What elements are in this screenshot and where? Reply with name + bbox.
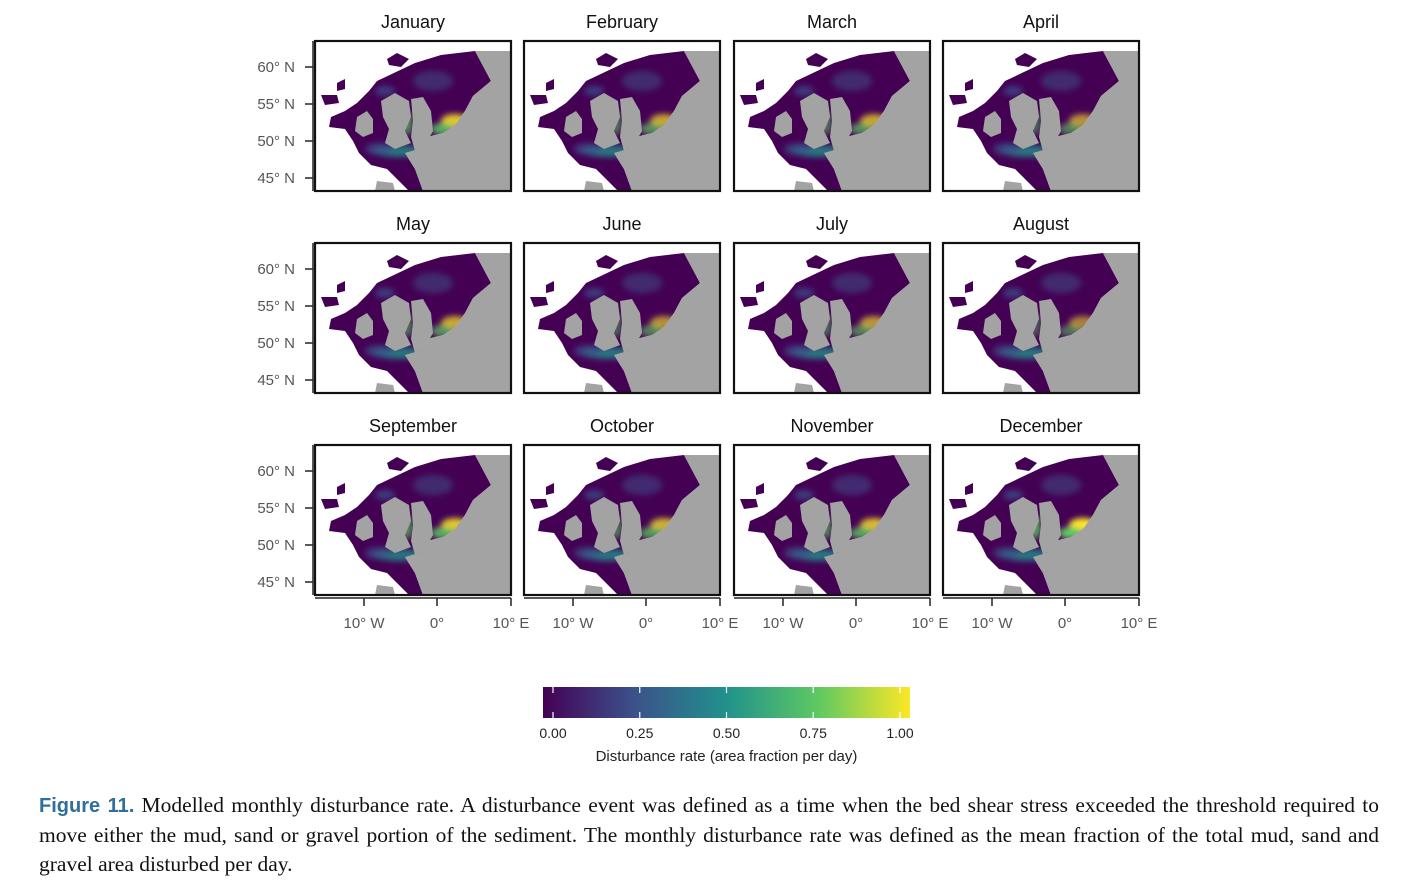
map-panel-july: July — [732, 214, 932, 395]
panel-title: August — [1013, 214, 1069, 234]
map-panel-august: August — [941, 214, 1141, 395]
panel-frame — [941, 241, 1141, 395]
lat-tick-label: 60° N — [257, 261, 295, 278]
lon-tick-label: 10° W — [343, 615, 385, 632]
lon-tick-label: 0° — [430, 615, 444, 632]
colorbar: 0.00 0.25 0.50 0.75 1.00 Disturbance rate (a… — [539, 687, 914, 765]
caption-text: Modelled monthly disturbance rate. A dis… — [39, 793, 1380, 876]
lon-tick-label: 0° — [849, 615, 863, 632]
map-panel-september: September — [313, 416, 513, 597]
colorbar-ticks: 0.00 0.25 0.50 0.75 1.00 — [539, 687, 914, 741]
colorbar-tick-label: 0.50 — [713, 725, 740, 741]
colorbar-tick-label: 0.25 — [626, 725, 653, 741]
panel-frame — [313, 241, 513, 395]
lat-tick-label: 60° N — [257, 59, 295, 76]
lat-tick-label: 50° N — [257, 537, 295, 554]
panel-frame — [522, 443, 722, 597]
lon-tick-label: 10° E — [702, 615, 739, 632]
panel-title: April — [1023, 12, 1059, 32]
lat-tick-label: 45° N — [257, 372, 295, 389]
figure-label: Figure 11. — [39, 795, 135, 817]
panel-frame — [313, 39, 513, 193]
lat-tick-label: 55° N — [257, 500, 295, 517]
panel-title: December — [999, 416, 1082, 436]
map-panel-june: June — [522, 214, 722, 395]
panel-frame — [941, 39, 1141, 193]
lat-tick-label: 45° N — [257, 574, 295, 591]
colorbar-tick-label: 0.75 — [800, 725, 827, 741]
lat-tick-label: 60° N — [257, 463, 295, 480]
panel-title: November — [790, 416, 873, 436]
panel-title: September — [369, 416, 457, 436]
lon-tick-label: 10° W — [552, 615, 594, 632]
panel-frame — [941, 443, 1141, 597]
panel-title: October — [590, 416, 654, 436]
lat-tick-label: 50° N — [257, 133, 295, 150]
lon-tick-label: 0° — [1058, 615, 1072, 632]
colorbar-tick-label: 1.00 — [886, 725, 913, 741]
panel-title: July — [816, 214, 848, 234]
panel-title: February — [586, 12, 658, 32]
lon-tick-label: 10° W — [971, 615, 1013, 632]
map-panel-january: January — [313, 12, 513, 193]
lon-tick-label: 10° E — [1121, 615, 1158, 632]
map-panel-april: April — [941, 12, 1141, 193]
lat-tick-label: 55° N — [257, 96, 295, 113]
lat-tick-label: 55° N — [257, 298, 295, 315]
lat-tick-label: 45° N — [257, 170, 295, 187]
lat-tick-label: 50° N — [257, 335, 295, 352]
map-panel-may: May — [313, 214, 513, 395]
panel-frame — [732, 241, 932, 395]
figure-caption: Figure 11. Modelled monthly disturbance … — [39, 791, 1379, 879]
map-panel-november: November — [732, 416, 932, 597]
lon-tick-label: 10° E — [493, 615, 530, 632]
panel-frame — [522, 241, 722, 395]
panel-title: January — [381, 12, 445, 32]
colorbar-tick-label: 0.00 — [539, 725, 566, 741]
lon-tick-label: 0° — [639, 615, 653, 632]
map-panel-october: October — [522, 416, 722, 597]
panel-frame — [732, 443, 932, 597]
disturbance-hotspots — [784, 71, 888, 157]
lon-tick-label: 10° W — [762, 615, 804, 632]
panel-grid: January February March April May June July Augu… — [313, 12, 1141, 597]
axes: 60° N 55° N 50° N 45° N 60° N 55° N 50° N 45° N… — [257, 41, 1157, 632]
panel-title: May — [396, 214, 430, 234]
map-panel-march: March — [732, 12, 932, 193]
colorbar-title: Disturbance rate (area fraction per day) — [596, 748, 858, 765]
panel-title: June — [602, 214, 641, 234]
panel-frame — [732, 39, 932, 193]
panel-frame — [313, 443, 513, 597]
map-panel-december: December — [941, 416, 1141, 597]
panel-title: March — [807, 12, 857, 32]
lon-tick-label: 10° E — [912, 615, 949, 632]
panel-frame — [522, 39, 722, 193]
map-panel-february: February — [522, 12, 722, 193]
disturbance-hotspots — [993, 71, 1097, 157]
